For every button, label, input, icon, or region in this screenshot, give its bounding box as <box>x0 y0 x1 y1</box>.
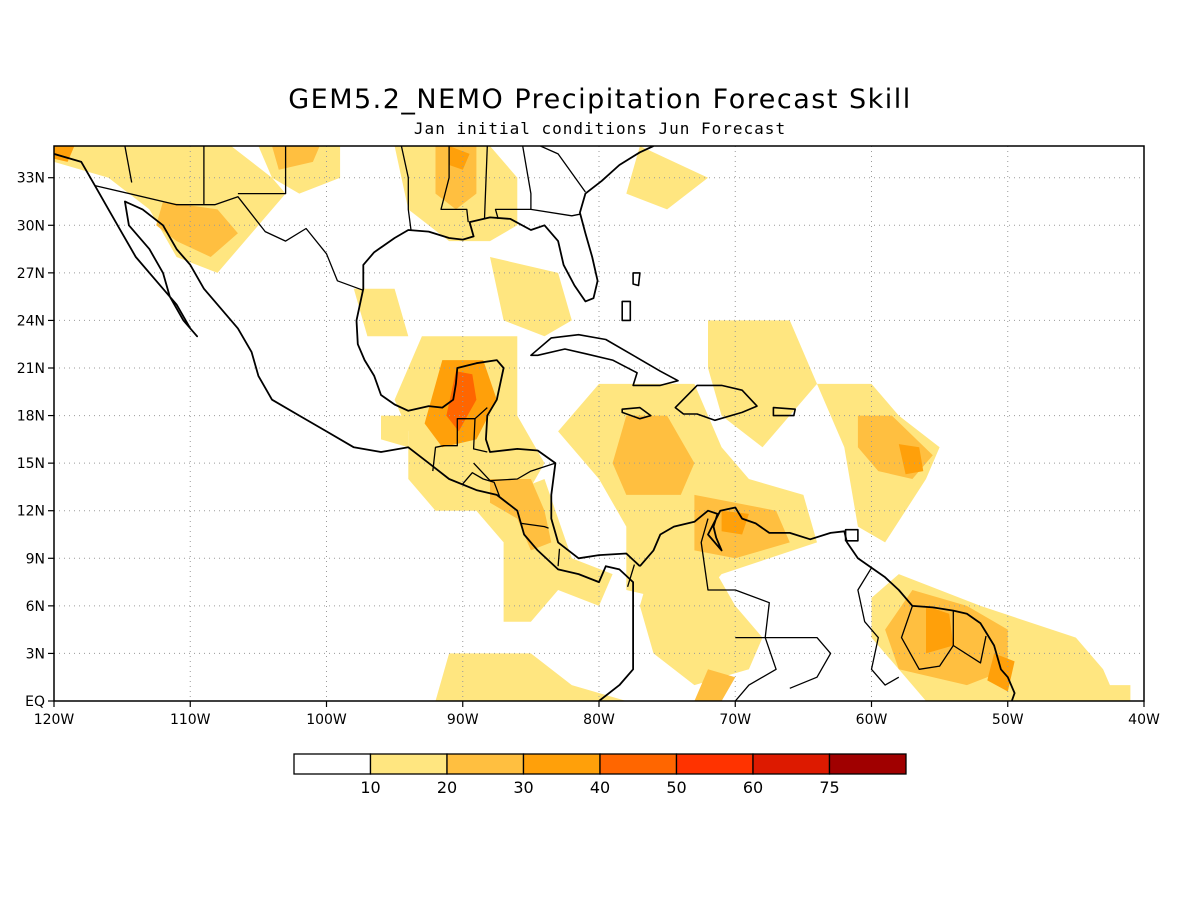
colorbar-label: 75 <box>819 778 839 797</box>
country-border <box>472 418 488 453</box>
lat-tick-label: 21N <box>17 361 45 377</box>
skill-region-gulf-north <box>490 257 572 337</box>
island-puerto-rico <box>772 406 797 417</box>
skill-region-maracaibo <box>721 510 749 535</box>
lat-tick-label: 15N <box>17 456 45 472</box>
country-border <box>440 146 469 223</box>
colorbar-label: 10 <box>360 778 380 797</box>
coastline-south-america <box>639 506 1016 701</box>
island-bahamas-andros <box>621 300 632 322</box>
lat-tick-label: 33N <box>17 171 45 187</box>
colorbar-swatch <box>446 753 525 775</box>
lon-tick-label: 50W <box>992 712 1024 728</box>
colorbar-label: 60 <box>743 778 763 797</box>
skill-region-yucatan-peak <box>446 371 477 432</box>
coastline-north-america <box>54 153 634 701</box>
colorbar-label: 30 <box>513 778 533 797</box>
lon-tick-label: 100W <box>306 712 347 728</box>
country-border <box>94 184 364 291</box>
lat-tick-label: 6N <box>26 599 45 615</box>
map-axes: 120W 110W 100W 90W 80W 70W 60W 50W 40W EQ 3N 6N 9N 12… <box>17 171 1160 728</box>
lat-tick-label: 27N <box>17 266 45 282</box>
skill-region-baja-corner-peak <box>54 146 75 162</box>
skill-region-texas-north-core <box>272 146 320 170</box>
chart-subtitle: Jan initial conditions Jun Forecast <box>413 119 787 138</box>
colorbar-swatch <box>675 753 754 775</box>
lon-tick-label: 80W <box>583 712 615 728</box>
lat-tick-label: 3N <box>26 646 45 662</box>
lon-tick-label: 120W <box>34 712 75 728</box>
graticule <box>54 146 1144 701</box>
skill-region-far-east <box>1075 685 1131 701</box>
coastline-gulf-caribbean-coast <box>355 146 654 567</box>
skill-region-guianas-peak <box>926 605 954 654</box>
skill-region-bay-of-campeche <box>381 415 409 448</box>
country-border <box>473 462 556 482</box>
skill-region-sonora-core <box>156 201 238 257</box>
skill-region-hispaniola <box>708 320 817 448</box>
country-border <box>521 522 549 529</box>
skill-region-caribbean-core <box>612 415 695 495</box>
country-border <box>530 208 581 217</box>
country-border <box>735 636 832 689</box>
chart-title: GEM5.2_NEMO Precipitation Forecast Skill <box>288 84 912 115</box>
skill-region-ecuador-coast <box>435 653 627 701</box>
country-border <box>626 564 636 587</box>
colorbar: 10 20 30 40 50 60 75 <box>293 753 907 797</box>
country-border <box>857 567 900 686</box>
country-border <box>483 146 488 219</box>
colorbar-swatch <box>752 753 831 775</box>
country-border <box>700 518 777 701</box>
skill-shading <box>54 146 1131 701</box>
colorbar-label: 20 <box>437 778 457 797</box>
island-jamaica <box>621 406 652 420</box>
country-border <box>540 146 586 193</box>
colorbar-swatch <box>599 753 678 775</box>
country-border <box>462 472 501 497</box>
skill-region-colombia-south <box>639 558 763 686</box>
colorbar-swatch <box>828 753 907 775</box>
skill-region-gulf-west <box>353 288 409 337</box>
skill-region-central-america <box>490 479 552 551</box>
colorbar-swatch <box>293 753 372 775</box>
lon-tick-label: 40W <box>1128 712 1160 728</box>
lat-tick-label: 30N <box>17 218 45 234</box>
country-border <box>952 635 987 664</box>
skill-region-antilles-peak <box>898 444 924 475</box>
island-bahamas-abaco <box>632 272 641 287</box>
country-border <box>400 146 412 231</box>
colorbar-swatch <box>369 753 448 775</box>
skill-region-lower-mississippi-peak <box>449 146 470 170</box>
country-border <box>557 548 561 567</box>
country-border <box>124 146 133 183</box>
country-border <box>237 146 287 195</box>
lon-tick-label: 90W <box>447 712 479 728</box>
island-trinidad <box>844 528 859 542</box>
lon-tick-label: 60W <box>856 712 888 728</box>
coastlines <box>54 146 1016 701</box>
colorbar-label: 50 <box>666 778 686 797</box>
country-border <box>900 605 954 670</box>
skill-region-atlantic-north <box>626 146 708 210</box>
lat-tick-label: 24N <box>17 313 45 329</box>
colorbar-label: 40 <box>590 778 610 797</box>
lon-tick-label: 70W <box>719 712 751 728</box>
island-cuba <box>530 333 679 387</box>
lat-tick-label: EQ <box>25 694 45 710</box>
lon-tick-label: 110W <box>170 712 211 728</box>
colorbar-swatch <box>522 753 601 775</box>
lat-tick-label: 12N <box>17 504 45 520</box>
lat-tick-label: 18N <box>17 409 45 425</box>
island-hispaniola <box>674 384 758 422</box>
lat-tick-label: 9N <box>26 551 45 567</box>
skill-region-amazon-west <box>694 669 736 701</box>
